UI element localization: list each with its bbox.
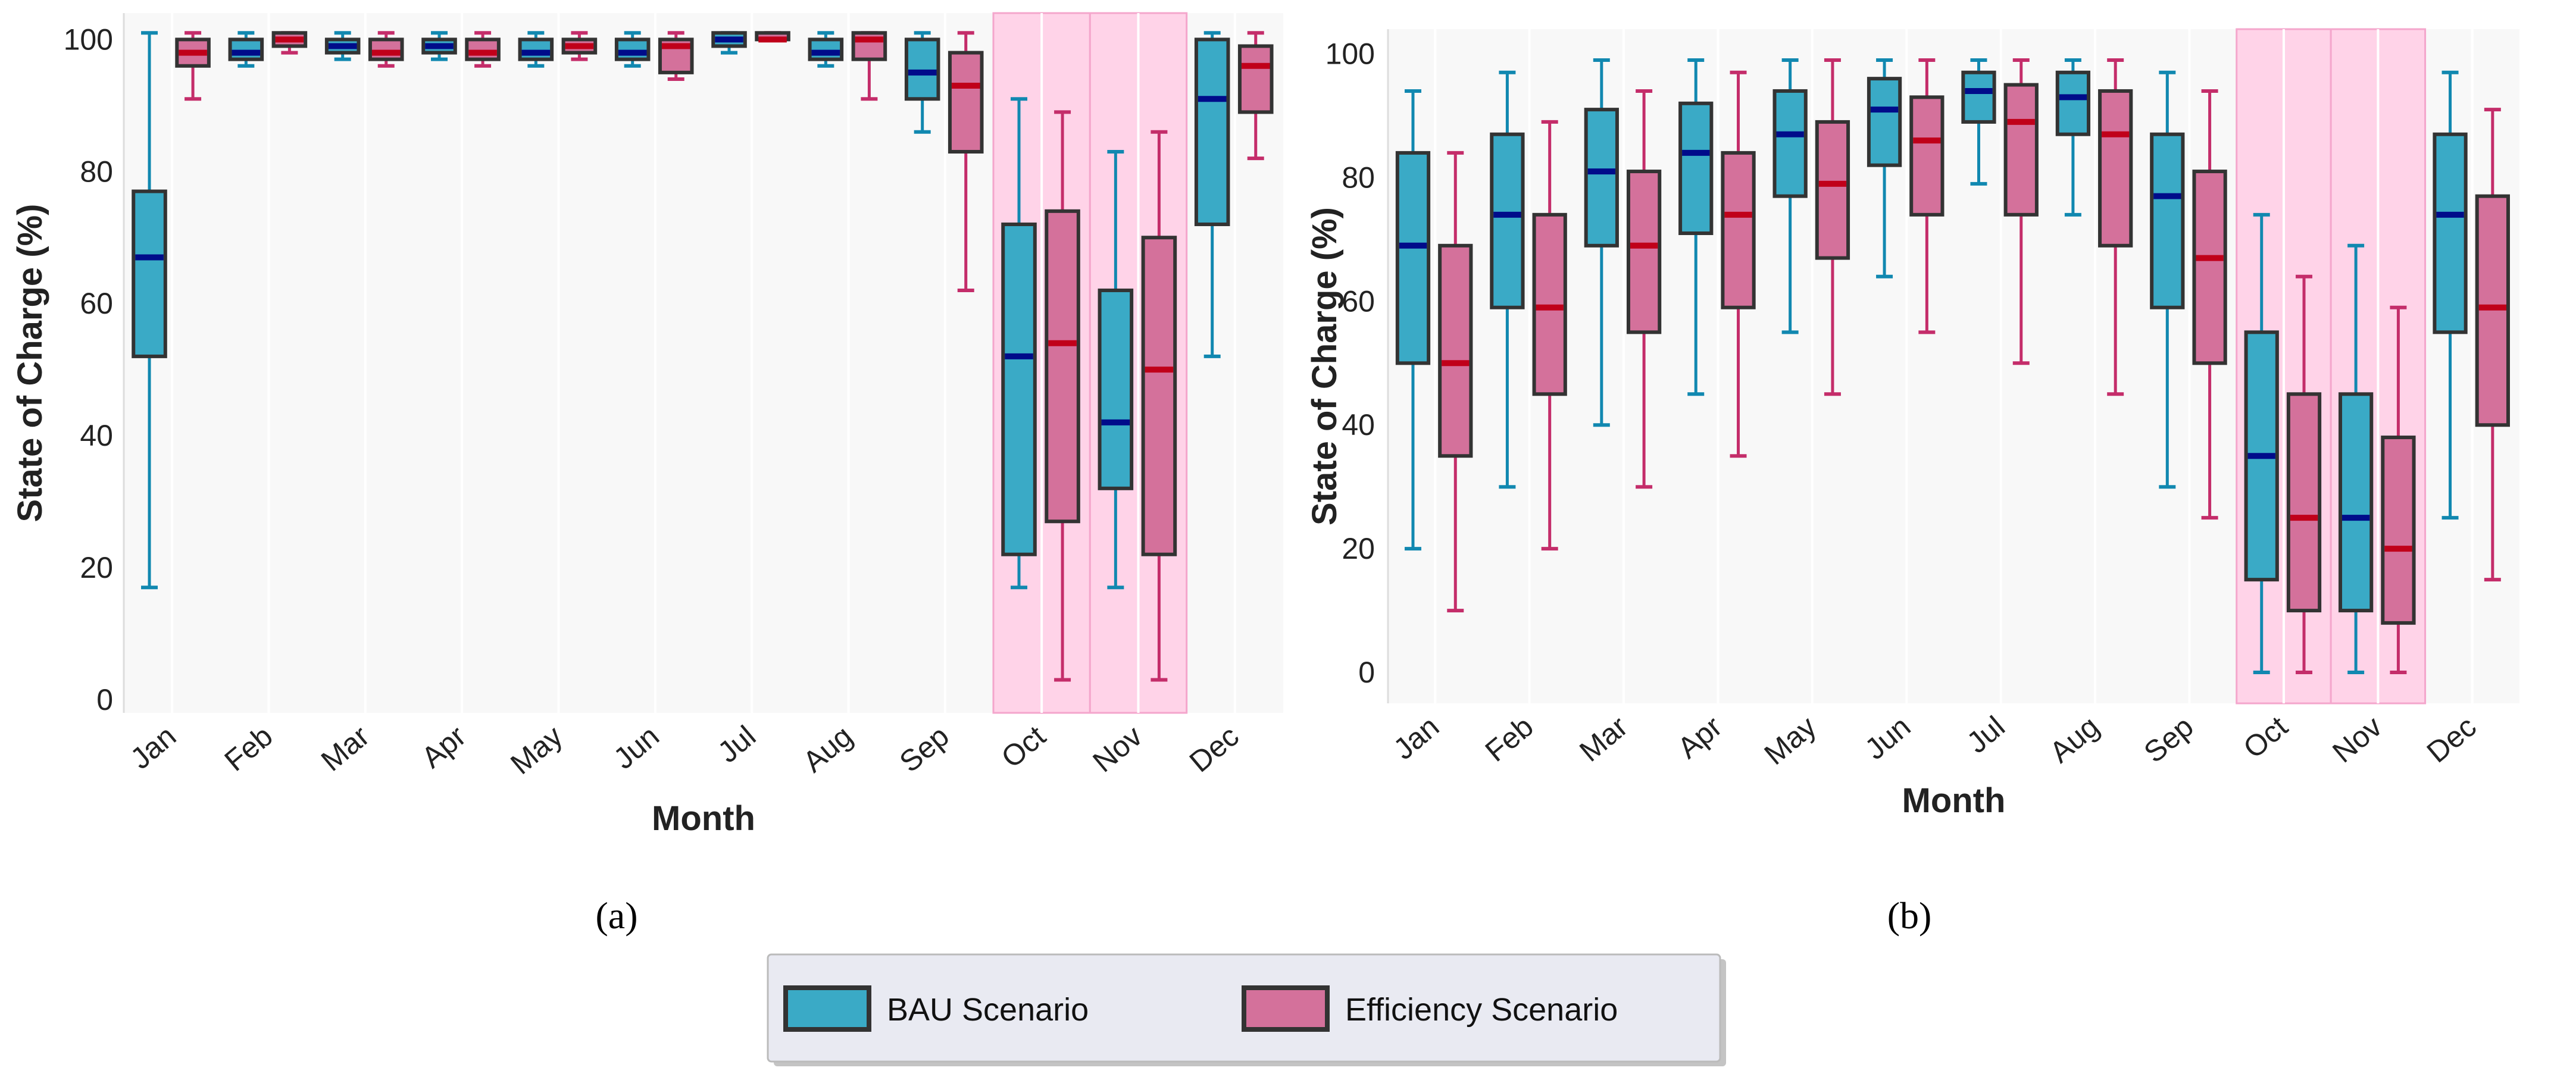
x-tick-label: May <box>504 719 568 781</box>
box-efficiency-apr <box>465 37 501 61</box>
box-bau-sep <box>904 37 940 101</box>
box-efficiency-oct <box>2286 392 2322 613</box>
box-efficiency-dec <box>1237 44 1274 114</box>
x-tick-label: Mar <box>315 719 376 778</box>
x-tick-label: Jul <box>1961 710 2011 760</box>
x-tick-label: Oct <box>995 719 1052 774</box>
box-efficiency-aug <box>2098 89 2133 248</box>
y-tick-label: 20 <box>80 551 113 584</box>
x-tick-label: Jun <box>607 719 665 776</box>
legend-label-efficiency: Efficiency Scenario <box>1345 992 1618 1028</box>
box-efficiency-nov <box>1141 236 1177 556</box>
box-bau-sep <box>2150 132 2185 309</box>
box-bau-jun <box>614 37 651 61</box>
box-bau-feb <box>1490 132 1525 309</box>
x-tick-label: Aug <box>796 719 858 779</box>
chart-a: 0 20 40 60 80 100 State of Charge (%) Month Jan F… <box>11 12 1283 838</box>
box-bau-feb <box>228 37 264 61</box>
x-tick-label: Nov <box>2326 710 2388 769</box>
panel-label-a: (a) <box>595 894 637 937</box>
box-bau-aug <box>2055 70 2091 136</box>
y-axis-label: State of Charge (%) <box>1305 207 1344 525</box>
x-tick-label: Feb <box>1479 710 1540 768</box>
x-tick-label: Oct <box>2237 709 2294 765</box>
x-tick-label: Jan <box>1387 710 1446 766</box>
box-bau-apr <box>1678 101 1714 236</box>
y-tick-label: 40 <box>80 419 113 452</box>
box-bau-jun <box>1867 77 1902 167</box>
x-tick-label: Jul <box>711 719 762 769</box>
box-efficiency-mar <box>368 37 404 61</box>
x-tick-label: Mar <box>1573 710 1634 768</box>
box-bau-may <box>1772 89 1808 198</box>
x-tick-label: May <box>1758 710 1822 772</box>
y-tick-label: 100 <box>64 23 113 56</box>
y-axis-label: State of Charge (%) <box>11 204 49 522</box>
box-bau-aug <box>808 37 844 61</box>
box-efficiency-dec <box>2475 194 2510 427</box>
box-efficiency-nov <box>2381 436 2416 625</box>
x-axis-label: Month <box>652 799 755 838</box>
chart-b: 0 20 40 60 80 100 State of Charge (%) Month Jan F… <box>1305 28 2519 820</box>
x-axis-label: Month <box>1902 781 2006 820</box>
box-efficiency-feb <box>1532 212 1567 396</box>
box-bau-oct <box>1001 223 1037 556</box>
x-tick-label: Jun <box>1859 710 1917 766</box>
y-tick-label: 60 <box>80 287 113 320</box>
box-efficiency-sep <box>948 51 984 154</box>
box-efficiency-jun <box>1909 95 1944 217</box>
panel-label-b: (b) <box>1887 894 1932 937</box>
box-efficiency-jan <box>1438 243 1473 458</box>
x-tick-label: Dec <box>2421 710 2483 769</box>
box-efficiency-apr <box>1721 151 1756 309</box>
box-efficiency-jul <box>2003 83 2039 217</box>
x-tick-label: Apr <box>1671 710 1728 765</box>
box-bau-nov <box>1098 288 1134 490</box>
y-tick-label: 80 <box>80 155 113 188</box>
box-bau-jan <box>1395 151 1431 365</box>
box-bau-mar <box>1584 108 1619 248</box>
x-tick-label: Sep <box>893 719 955 779</box>
box-bau-dec <box>2433 132 2468 334</box>
y-tick-label: 60 <box>1342 284 1375 318</box>
box-efficiency-mar <box>1626 170 1662 334</box>
y-tick-label: 20 <box>1342 532 1375 565</box>
legend-swatch-efficiency <box>1242 985 1330 1032</box>
legend-label-bau: BAU Scenario <box>887 992 1089 1028</box>
y-tick-label: 40 <box>1342 408 1375 442</box>
legend: BAU Scenario Efficiency Scenario <box>767 953 1726 1066</box>
box-bau-nov <box>2339 392 2374 613</box>
box-bau-dec <box>1194 37 1230 227</box>
y-tick-label: 100 <box>1325 37 1375 71</box>
x-tick-label: Sep <box>2137 710 2199 769</box>
x-tick-label: Dec <box>1183 719 1245 779</box>
box-bau-may <box>518 37 554 61</box>
x-tick-label: Jan <box>124 719 182 776</box>
x-tick-label: Nov <box>1086 719 1148 779</box>
legend-swatch-bau <box>783 985 871 1032</box>
x-tick-label: Aug <box>2043 710 2105 769</box>
box-bau-jan <box>132 189 167 358</box>
y-tick-label: 80 <box>1342 161 1375 194</box>
x-tick-label: Feb <box>218 719 279 778</box>
x-tick-label: Apr <box>415 719 473 775</box>
box-efficiency-sep <box>2192 170 2227 365</box>
box-bau-jul <box>1961 70 1996 124</box>
y-tick-label: 0 <box>96 683 113 716</box>
box-efficiency-oct <box>1045 209 1080 524</box>
box-efficiency-may <box>1815 120 1850 260</box>
y-tick-label: 0 <box>1358 656 1375 689</box>
